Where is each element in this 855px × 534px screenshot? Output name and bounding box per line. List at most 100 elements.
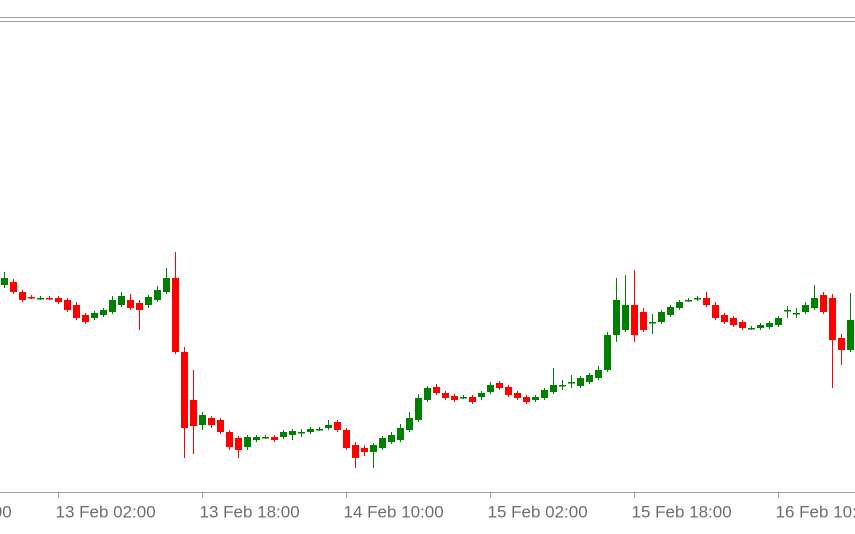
candle-body bbox=[586, 375, 593, 382]
candle-body bbox=[433, 387, 440, 393]
candle-body bbox=[685, 300, 692, 302]
x-tick-label: 13 Feb 02:00 bbox=[56, 502, 156, 521]
candle-body bbox=[352, 445, 359, 458]
candle-body bbox=[199, 415, 206, 425]
candle-body bbox=[424, 388, 431, 400]
candle-body bbox=[676, 302, 683, 308]
candle-body bbox=[730, 318, 737, 325]
x-tick-label: 15 Feb 02:00 bbox=[488, 502, 588, 521]
candle-body bbox=[667, 307, 674, 315]
candle-body bbox=[289, 431, 296, 435]
candle-body bbox=[208, 418, 215, 425]
candle-body bbox=[28, 297, 35, 299]
candle-body bbox=[514, 393, 521, 398]
x-tick-label: 13 Feb 18:00 bbox=[200, 502, 300, 521]
candle-body bbox=[757, 325, 764, 328]
candle-body bbox=[460, 397, 467, 399]
candle-body bbox=[532, 397, 539, 400]
candle-body bbox=[838, 338, 845, 350]
candle-body bbox=[343, 430, 350, 448]
candle-body bbox=[334, 422, 341, 430]
candle-body bbox=[397, 428, 404, 440]
candle-body bbox=[136, 303, 143, 310]
candle-body bbox=[775, 318, 782, 325]
candle-body bbox=[37, 298, 44, 300]
candle-body bbox=[127, 300, 134, 308]
candle-body bbox=[541, 390, 548, 398]
candle-body bbox=[163, 278, 170, 292]
candle-body bbox=[217, 420, 224, 432]
candle-body bbox=[613, 300, 620, 335]
candle-body bbox=[100, 310, 107, 315]
candle-body bbox=[559, 385, 566, 387]
candle-body bbox=[145, 297, 152, 305]
candle-body bbox=[118, 296, 125, 305]
candle-body bbox=[316, 429, 323, 431]
candle-body bbox=[829, 298, 836, 340]
candle-body bbox=[82, 315, 89, 322]
candle-body bbox=[262, 437, 269, 439]
candle-body bbox=[406, 418, 413, 430]
candle-body bbox=[550, 385, 557, 392]
candle-body bbox=[658, 312, 665, 322]
candle-body bbox=[712, 305, 719, 318]
candle-body bbox=[766, 323, 773, 327]
candle-body bbox=[469, 397, 476, 402]
candle-body bbox=[253, 437, 260, 440]
candle-body bbox=[568, 382, 575, 384]
candle-body bbox=[379, 438, 386, 448]
candle-body bbox=[442, 393, 449, 398]
candle-body bbox=[523, 397, 530, 402]
candle-body bbox=[451, 396, 458, 400]
candle-body bbox=[190, 400, 197, 426]
candle-body bbox=[64, 300, 71, 310]
candle-body bbox=[640, 312, 647, 330]
candle-body bbox=[226, 432, 233, 447]
candle-body bbox=[154, 290, 161, 300]
candle-body bbox=[496, 383, 503, 388]
candle-body bbox=[370, 445, 377, 452]
x-tick-label: 14 Feb 10:00 bbox=[344, 502, 444, 521]
candle-body bbox=[487, 385, 494, 392]
candle-body bbox=[172, 278, 179, 352]
candle-body bbox=[244, 437, 251, 447]
candle-body bbox=[505, 387, 512, 395]
candle-body bbox=[388, 435, 395, 442]
candle-body bbox=[73, 305, 80, 318]
candle-body bbox=[577, 378, 584, 386]
candle-body bbox=[793, 313, 800, 315]
candle-body bbox=[721, 315, 728, 322]
candle-body bbox=[298, 432, 305, 434]
candle-body bbox=[91, 313, 98, 318]
candle-body bbox=[847, 320, 854, 350]
candle-body bbox=[739, 322, 746, 328]
candle-body bbox=[802, 305, 809, 312]
candle-body bbox=[325, 425, 332, 428]
candle-body bbox=[361, 448, 368, 452]
candle-body bbox=[415, 398, 422, 420]
candle-body bbox=[622, 305, 629, 330]
x-tick-label: 15 Feb 18:00 bbox=[632, 502, 732, 521]
candle-body bbox=[478, 393, 485, 397]
candle-body bbox=[784, 310, 791, 312]
candle-body bbox=[280, 432, 287, 437]
candle-body bbox=[307, 429, 314, 432]
candle-body bbox=[1, 278, 8, 285]
candle-body bbox=[10, 282, 17, 292]
candle-body bbox=[46, 298, 53, 300]
candle-body bbox=[55, 298, 62, 302]
candle-body bbox=[703, 298, 710, 305]
candle-body bbox=[595, 370, 602, 378]
x-tick-label: 16 Feb 10:00 bbox=[776, 502, 855, 521]
candle-body bbox=[649, 322, 656, 324]
candle-body bbox=[19, 292, 26, 300]
candle-body bbox=[235, 438, 242, 450]
candle-body bbox=[271, 437, 278, 440]
candle-body bbox=[820, 295, 827, 312]
candle-body bbox=[811, 298, 818, 308]
candle-body bbox=[694, 298, 701, 300]
candle-body bbox=[109, 300, 116, 312]
candle-body bbox=[604, 335, 611, 370]
